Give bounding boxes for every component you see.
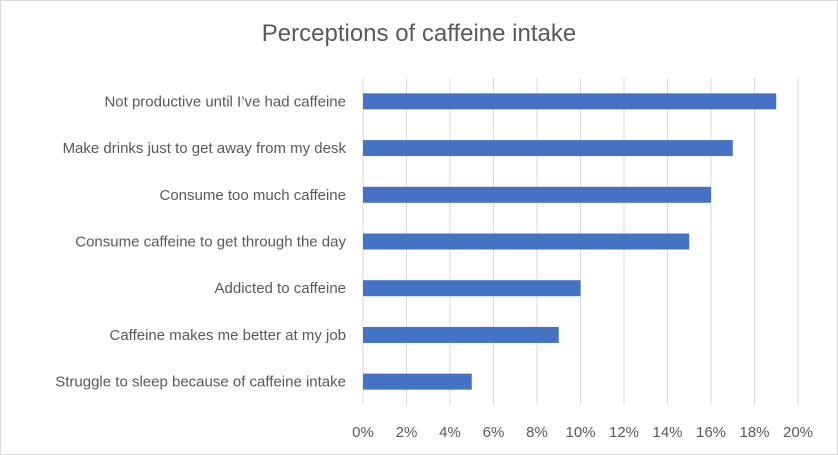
x-tick-label: 14%: [652, 424, 682, 441]
bar: [363, 326, 559, 343]
category-label: Make drinks just to get away from my des…: [63, 140, 347, 157]
bar: [363, 373, 472, 390]
x-tick-label: 10%: [565, 424, 595, 441]
category-label: Addicted to caffeine: [215, 280, 346, 297]
bar: [363, 140, 733, 157]
category-label: Consume too much caffeine: [160, 187, 347, 204]
x-tick-label: 18%: [739, 424, 769, 441]
x-tick-label: 12%: [609, 424, 639, 441]
x-tick-label: 16%: [696, 424, 726, 441]
x-tick-label: 6%: [483, 424, 505, 441]
bar: [363, 93, 777, 110]
bar: [363, 186, 711, 203]
x-tick-label: 2%: [396, 424, 418, 441]
x-tick-label: 0%: [352, 424, 374, 441]
x-tick-label: 8%: [526, 424, 548, 441]
x-tick-label: 20%: [783, 424, 813, 441]
bar: [363, 233, 690, 250]
bar: [363, 280, 581, 297]
category-label: Consume caffeine to get through the day: [75, 234, 346, 251]
category-label: Struggle to sleep because of caffeine in…: [55, 374, 346, 391]
x-tick-label: 4%: [439, 424, 461, 441]
chart-title: Perceptions of caffeine intake: [261, 20, 577, 47]
category-label: Not productive until I’ve had caffeine: [104, 93, 346, 110]
category-label: Caffeine makes me better at my job: [110, 327, 347, 344]
